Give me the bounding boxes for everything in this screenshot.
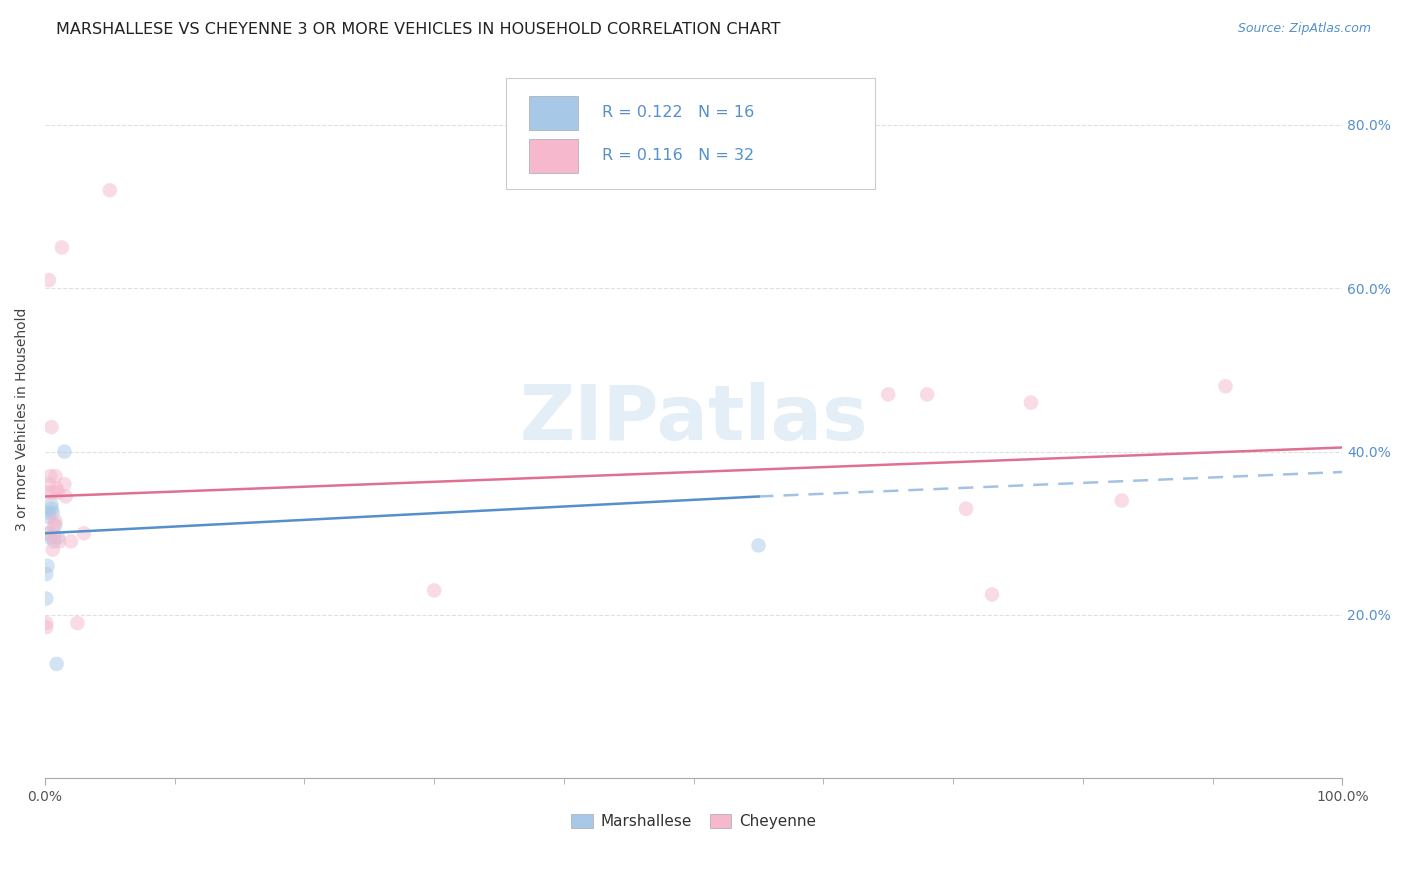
Point [41, 420, 63, 434]
Point [42, 542, 65, 557]
Point [38, 273, 60, 287]
Point [45, 481, 67, 495]
Point [35, 620, 58, 634]
Point [45, 657, 67, 671]
Point [46, 530, 69, 544]
Point [42, 485, 65, 500]
Point [44, 514, 66, 528]
Point [66, 616, 89, 631]
Point [35, 567, 58, 582]
Point [39, 530, 62, 544]
Point [41, 498, 63, 512]
Point [59, 534, 82, 549]
Point [37, 558, 59, 573]
Text: R = 0.122   N = 16: R = 0.122 N = 16 [602, 105, 754, 120]
Point [55, 490, 77, 504]
Point [1111, 493, 1133, 508]
Point [44, 518, 66, 533]
Point [35, 616, 58, 631]
Point [981, 587, 1004, 601]
Point [39, 526, 62, 541]
Point [41, 501, 63, 516]
Point [423, 583, 446, 598]
Point [38, 506, 60, 520]
Point [38, 477, 60, 491]
Point [915, 387, 938, 401]
Point [53, 477, 76, 491]
Point [44, 469, 66, 483]
Point [1215, 379, 1237, 393]
Bar [529, 138, 578, 173]
Y-axis label: 3 or more Vehicles in Household: 3 or more Vehicles in Household [15, 307, 30, 531]
Point [747, 539, 769, 553]
Point [42, 530, 65, 544]
Point [877, 387, 900, 401]
Point [51, 240, 73, 254]
Point [955, 501, 977, 516]
Point [73, 526, 96, 541]
Text: MARSHALLESE VS CHEYENNE 3 OR MORE VEHICLES IN HOUSEHOLD CORRELATION CHART: MARSHALLESE VS CHEYENNE 3 OR MORE VEHICL… [56, 22, 780, 37]
Point [1019, 395, 1042, 409]
Point [53, 444, 76, 458]
Legend: Marshallese, Cheyenne: Marshallese, Cheyenne [565, 808, 823, 835]
Text: ZIPatlas: ZIPatlas [519, 382, 868, 456]
Point [42, 506, 65, 520]
Point [37, 485, 59, 500]
Point [42, 518, 65, 533]
Bar [529, 95, 578, 130]
Text: Source: ZipAtlas.com: Source: ZipAtlas.com [1237, 22, 1371, 36]
Point [46, 485, 69, 500]
FancyBboxPatch shape [506, 78, 876, 189]
Point [48, 534, 70, 549]
Point [98, 183, 121, 197]
Point [42, 534, 65, 549]
Point [37, 526, 59, 541]
Point [35, 591, 58, 606]
Point [39, 469, 62, 483]
Point [38, 509, 60, 524]
Text: R = 0.116   N = 32: R = 0.116 N = 32 [602, 148, 754, 163]
